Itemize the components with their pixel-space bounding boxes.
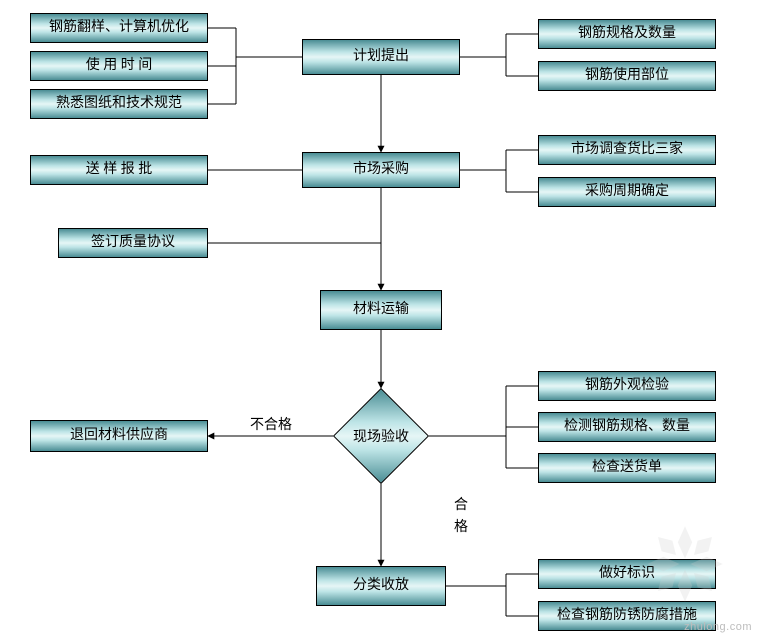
watermark-icon bbox=[640, 519, 730, 609]
edge-label-pass-2: 格 bbox=[454, 516, 468, 536]
diamond-label: 现场验收 bbox=[333, 388, 429, 484]
node-right-c2: 采购周期确定 bbox=[538, 177, 716, 207]
node-center-1: 计划提出 bbox=[302, 39, 460, 75]
node-right-b1: 钢筋规格及数量 bbox=[538, 19, 716, 49]
node-center-4-diamond: 现场验收 bbox=[333, 388, 429, 484]
node-center-3: 材料运输 bbox=[320, 290, 442, 330]
node-center-5: 分类收放 bbox=[316, 566, 446, 606]
node-left-e1: 退回材料供应商 bbox=[30, 420, 208, 452]
watermark-text: zhulong.com bbox=[684, 621, 752, 633]
node-left-c1: 送 样 报 批 bbox=[30, 155, 208, 185]
node-right-e1: 钢筋外观检验 bbox=[538, 371, 716, 401]
node-left-a3: 熟悉图纸和技术规范 bbox=[30, 89, 208, 119]
node-right-c1: 市场调查货比三家 bbox=[538, 135, 716, 165]
node-left-a2: 使 用 时 间 bbox=[30, 51, 208, 81]
node-center-2: 市场采购 bbox=[302, 152, 460, 188]
node-right-e2: 检测钢筋规格、数量 bbox=[538, 412, 716, 442]
node-left-d1: 签订质量协议 bbox=[58, 228, 208, 258]
node-right-b2: 钢筋使用部位 bbox=[538, 61, 716, 91]
edge-label-fail: 不合格 bbox=[250, 414, 292, 434]
edge-label-pass-1: 合 bbox=[454, 494, 468, 514]
node-right-e3: 检查送货单 bbox=[538, 453, 716, 483]
node-left-a1: 钢筋翻样、计算机优化 bbox=[30, 13, 208, 43]
